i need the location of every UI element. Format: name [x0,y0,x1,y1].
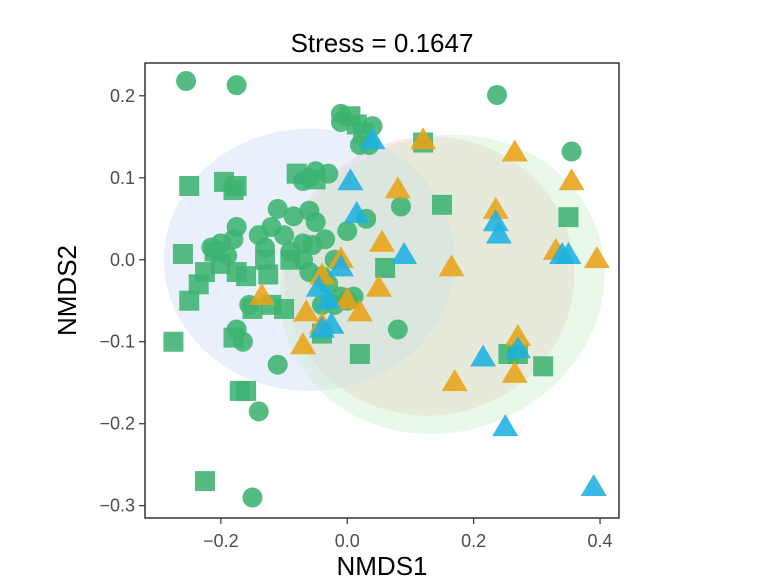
green-circle-point [267,198,288,219]
blue-triangle-point [391,242,418,265]
blue-triangle-point [485,221,512,244]
blue-triangle-point [343,201,370,224]
orange-triangle-point [558,168,585,191]
green-square-point [255,249,276,270]
orange-triangle-point [501,360,528,383]
green-circle-point [226,75,247,96]
orange-triangle-point [504,323,531,346]
plot-frame [144,62,620,519]
green-square-point [226,262,247,283]
y-tick-label: 0.0 [110,250,135,270]
green-circle-point [176,71,197,92]
y-tick-label: −0.2 [99,414,135,434]
orange-triangle-point [482,196,509,219]
green-circle-point [242,487,263,508]
blue-triangle-point [580,474,607,497]
green-square-point [163,331,184,352]
green-circle-point [561,141,582,162]
green-circle-point [283,206,304,227]
blue-triangle-point [359,127,386,150]
blue-triangle-point [337,168,364,191]
green-square-point [236,380,257,401]
x-tick-label: 0.4 [588,531,613,551]
green-square-point [274,298,295,319]
orange-triangle-point [501,139,528,162]
y-tick-label: 0.1 [110,168,135,188]
orange-triangle-point [384,176,411,199]
green-square-point [188,274,209,295]
green-circle-point [274,225,295,246]
green-square-point [375,257,396,278]
orange-triangle-point [583,246,610,269]
blue-triangle-point [315,287,342,310]
green-circle-point [390,196,411,217]
orange-triangle-point [441,369,468,392]
x-axis-title: NMDS1 [336,551,427,581]
orange-triangle-point [369,229,395,252]
green-square-point [223,327,244,348]
orange-triangle-point [334,287,361,310]
y-tick-label: −0.3 [99,496,135,516]
blue-triangle-point [555,242,582,265]
chart-title: Stress = 0.1647 [291,28,474,58]
orange-triangle-point [365,274,392,297]
orange-triangle-point [346,299,373,322]
green-square-point [172,244,193,265]
blue-triangle-point [482,209,509,232]
green-square-point [432,194,453,215]
x-tick-label: −0.2 [203,531,239,551]
blue-triangle-point [327,254,354,277]
green-square-point [533,356,554,377]
x-tick-label: 0.0 [335,531,360,551]
blue-triangle-point [305,274,332,297]
y-tick-label: 0.2 [110,86,135,106]
green-square-point [558,207,579,228]
green-circle-point [302,235,323,255]
y-tick-label: −0.1 [99,332,135,352]
blue-triangle-point [504,336,531,359]
green-square-point [349,344,370,365]
orange-triangle-point [248,283,275,306]
point-layer [163,71,610,508]
orange-triangle-point [293,299,320,322]
orange-triangle-point [410,127,437,150]
green-circle-point [248,401,269,422]
orange-triangle-point [438,254,465,277]
green-square-point [286,163,307,184]
green-square-point [179,290,200,311]
green-square-point [305,169,326,190]
blue-triangle-point [470,344,497,367]
green-circle-point [267,354,288,375]
axis-layer: −0.2 0.0 0.2 0.4 0.2 0.1 0.0 −0.1 −0.2 −0.3 [99,86,612,551]
green-square-point [210,253,231,274]
green-square-point [280,249,301,270]
green-circle-point [305,212,326,233]
green-square-point [179,175,200,196]
blue-triangle-point [492,414,519,437]
green-circle-point [337,221,358,242]
y-axis-title: NMDS2 [52,245,82,336]
blue-triangle-point [308,315,335,338]
green-circle-point [487,84,508,105]
green-circle-point [387,319,408,340]
orange-triangle-point [308,262,335,285]
orange-triangle-point [290,332,316,355]
x-tick-label: 0.2 [461,531,486,551]
green-square-point [223,180,244,201]
green-square-point [195,471,216,492]
